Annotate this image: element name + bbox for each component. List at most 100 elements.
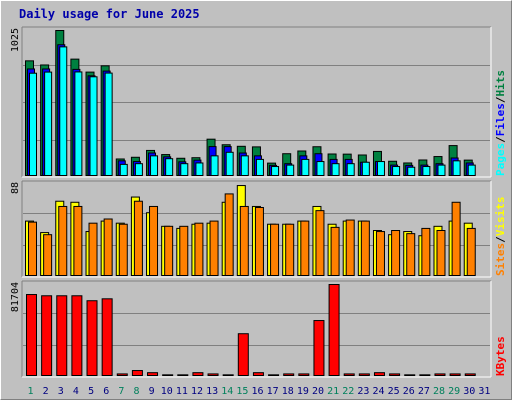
kbytes-bar [71,295,83,376]
pages-bar [407,166,416,177]
pages-bar [316,161,325,176]
kbytes-bar [373,372,385,376]
kbytes-bar [358,373,370,376]
sites-bar [118,223,128,277]
pages-bar [59,46,68,176]
kbytes-bar [116,373,128,376]
sites-bar [315,210,325,277]
pages-bar [255,158,264,177]
x-tick-label: 10 [161,386,173,397]
pages-bar [44,71,53,176]
x-tick-label: 23 [357,386,369,397]
legend-separator: / [494,236,507,243]
x-tick-label: 13 [206,386,218,397]
kbytes-bar [147,372,159,376]
pages-bar [119,163,128,177]
x-tick-label: 12 [191,386,203,397]
kbytes-bar [26,294,37,376]
kbytes-bar [131,370,143,376]
x-tick-label: 16 [251,386,263,397]
hits-files-pages-legend: Pages/Files/Hits [494,70,507,176]
sites-bar [254,207,264,276]
pages-bar [376,161,385,176]
sites-bar [149,205,159,276]
sites-bar [375,231,385,276]
kbytes-legend: KBytes [494,336,507,376]
pages-bar [180,163,189,176]
sites-bar [285,223,295,277]
pages-bar [150,155,159,177]
x-tick-label: 31 [478,386,490,397]
x-tick-label: 3 [58,386,64,397]
kbytes-bar [86,300,98,377]
kbytes-bar [252,372,264,376]
kbytes-bar [328,284,340,376]
sites-bar [209,220,219,277]
sites-bar [421,227,431,276]
x-tick-label: 29 [448,386,460,397]
pages-bar [195,162,204,176]
pages-bar [392,166,401,176]
kbytes-panel [22,281,491,377]
sites-bar [103,218,113,276]
legend-sites: Sites [494,243,507,276]
kbytes-bar [237,333,249,376]
pages-bar [210,155,219,177]
x-tick-label: 19 [297,386,309,397]
sites-bar [436,230,446,276]
x-tick-label: 1 [28,386,34,397]
sites-bar [164,225,174,276]
sites-bar [300,220,310,277]
sites-bar [239,205,249,276]
kbytes-bar [389,373,401,376]
kbytes-bar [419,374,431,376]
sites-bar [133,200,143,277]
pages-bar [29,72,37,176]
pages-bar [165,158,174,177]
x-tick-label: 6 [103,386,109,397]
pages-bar [74,71,83,176]
legend-visits: Visits [494,197,507,237]
kbytes-bar [449,373,461,376]
sites-bar [224,193,234,276]
kbytes-bar [343,373,355,376]
sites-bar [391,230,401,276]
pages-bar [134,163,143,176]
pages-bar [271,166,280,176]
legend-kbytes: KBytes [494,336,507,376]
chart-title: Daily usage for June 2025 [19,7,200,21]
x-tick-label: 21 [327,386,339,397]
kbytes-bar [162,374,174,376]
kbytes-ymax-label: 81704 [10,282,21,312]
pages-bar [452,160,461,177]
x-tick-label: 25 [388,386,400,397]
x-tick-label: 4 [73,386,79,397]
legend-separator: / [494,96,507,103]
x-tick-label: 5 [88,386,94,397]
kbytes-bar [207,373,219,376]
x-tick-label: 27 [418,386,430,397]
sites-bar [43,234,53,277]
legend-files: Files [494,103,507,136]
sites-bar [58,205,68,276]
x-tick-label: 7 [118,386,124,397]
x-tick-label: 26 [403,386,415,397]
x-tick-label: 11 [176,386,188,397]
pages-bar [437,164,446,176]
kbytes-bar [298,373,310,376]
kbytes-bar [56,295,68,376]
x-tick-label: 17 [267,386,279,397]
kbytes-bar [192,372,204,376]
kbytes-bar [404,374,416,376]
legend-separator: / [494,136,507,143]
x-tick-label: 18 [282,386,294,397]
pages-bar [361,161,370,177]
x-tick-label: 22 [342,386,354,397]
sites-bar [406,233,416,277]
sites-bar [360,220,370,277]
sites-bar [28,221,37,277]
sites-bar [330,226,340,276]
kbytes-bar [41,295,53,376]
